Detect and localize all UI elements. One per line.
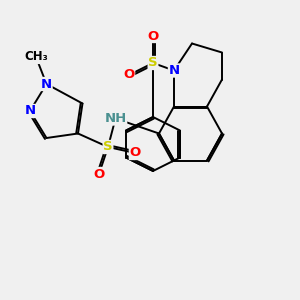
Text: O: O: [129, 146, 141, 160]
Text: O: O: [147, 29, 159, 43]
Text: N: N: [41, 77, 52, 91]
Text: S: S: [148, 56, 158, 70]
Text: N: N: [168, 64, 180, 77]
Text: CH₃: CH₃: [24, 50, 48, 64]
Text: N: N: [24, 104, 36, 118]
Text: S: S: [103, 140, 113, 154]
Text: O: O: [123, 68, 135, 82]
Text: O: O: [93, 167, 105, 181]
Text: NH: NH: [104, 112, 127, 125]
